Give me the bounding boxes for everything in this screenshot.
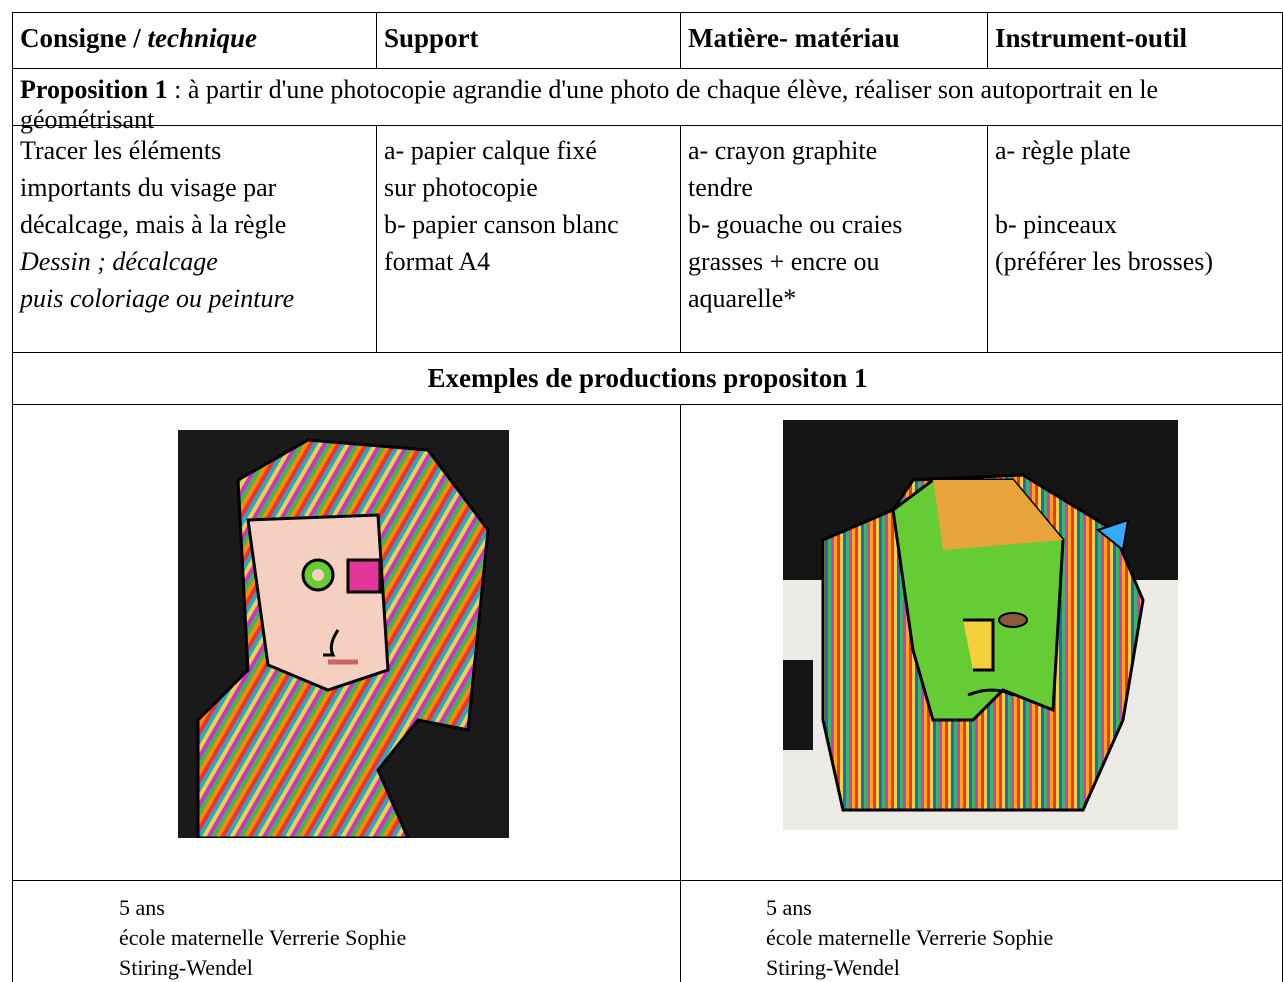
header-text: Matière- matériau (688, 23, 900, 53)
examples-title-cell: Exemples de productions propositon 1 (12, 352, 1283, 405)
caption-cell: 5 ans école maternelle Verrerie Sophie S… (12, 880, 681, 982)
caption-line: Stiring-Wendel (766, 955, 900, 980)
text-line: tendre (688, 173, 753, 202)
detail-cell: a- règle plate b- pinceaux (préférer les… (987, 125, 1283, 353)
text-line: puis coloriage ou peinture (20, 284, 295, 313)
header-text: technique (147, 23, 258, 53)
text-line: a- crayon graphite (688, 136, 878, 165)
header-cell: Matière- matériau (680, 12, 988, 69)
examples-title: Exemples de productions propositon 1 (427, 363, 868, 393)
proposition-cell: Proposition 1 : à partir d'une photocopi… (12, 68, 1283, 134)
header-cell: Consigne / technique (12, 12, 377, 69)
text-line: Tracer les éléments (20, 136, 222, 165)
text-line: b- papier canson blanc (384, 210, 619, 239)
text-line: sur photocopie (384, 173, 538, 202)
text-line: format A4 (384, 247, 491, 276)
text-line: grasses + encre ou (688, 247, 880, 276)
text-line: décalcage, mais à la règle (20, 210, 287, 239)
detail-cell: a- papier calque fixé sur photocopie b- … (376, 125, 681, 353)
text-line: (préférer les brosses) (995, 247, 1214, 276)
artwork-image (178, 430, 509, 838)
caption-line: Stiring-Wendel (119, 955, 253, 980)
detail-cell: a- crayon graphite tendre b- gouache ou … (680, 125, 988, 353)
text-line: aquarelle* (688, 284, 797, 313)
caption-line: 5 ans (766, 895, 812, 920)
text-line: a- règle plate (995, 136, 1131, 165)
caption-line: école maternelle Verrerie Sophie (119, 925, 407, 950)
caption-line: 5 ans (119, 895, 165, 920)
header-text: Support (384, 23, 479, 53)
proposition-label: Proposition 1 (20, 75, 168, 104)
text-line: importants du visage par (20, 173, 277, 202)
caption-cell: 5 ans école maternelle Verrerie Sophie S… (680, 880, 1283, 982)
text-line: a- papier calque fixé (384, 136, 597, 165)
text-line: b- gouache ou craies (688, 210, 903, 239)
header-text: Consigne / (20, 23, 141, 53)
detail-cell: Tracer les éléments importants du visage… (12, 125, 377, 353)
header-cell: Instrument-outil (987, 12, 1283, 69)
caption-line: école maternelle Verrerie Sophie (766, 925, 1054, 950)
text-line: b- pinceaux (995, 210, 1118, 239)
text-line: Dessin ; décalcage (20, 247, 218, 276)
artwork-image (783, 420, 1178, 830)
proposition-text: : à partir d'une photocopie agrandie d'u… (20, 75, 1159, 134)
header-text: Instrument-outil (995, 23, 1188, 53)
header-cell: Support (376, 12, 681, 69)
